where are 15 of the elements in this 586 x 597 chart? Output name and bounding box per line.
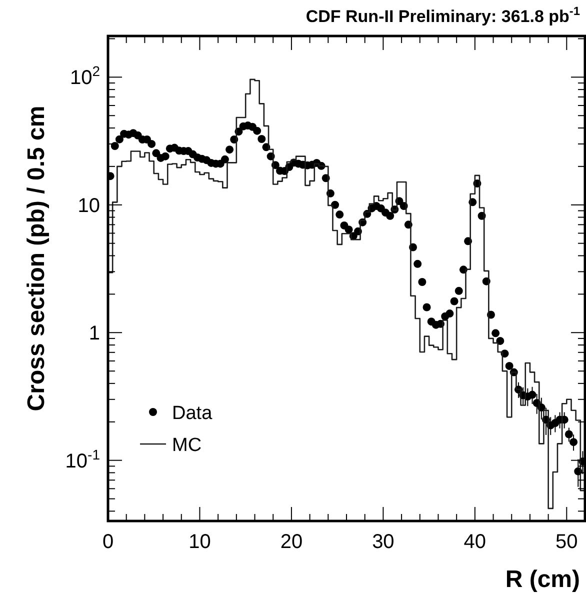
x-axis-title: R (cm) [505,566,580,593]
y-tick-label: 10 [78,194,100,217]
x-tick-label: 40 [464,531,486,553]
legend-label: MC [172,435,202,456]
y-axis-title: Cross section (pb) / 0.5 cm [23,106,50,412]
chart-title: CDF Run-II Preliminary: 361.8 pb$^{-1}$ [306,4,580,26]
x-tick-label: 50 [556,531,578,553]
x-tick-label: 20 [280,531,303,553]
x-tick-label: 10 [188,531,211,553]
legend-label: Data [172,403,213,424]
x-tick-label: 30 [372,531,394,553]
y-tick-label: 10$^{2}$ [70,63,100,90]
x-tick-label: 0 [102,531,114,553]
y-tick-label: 1 [88,322,100,345]
y-tick-label: 10$^{-1}$ [65,446,100,472]
